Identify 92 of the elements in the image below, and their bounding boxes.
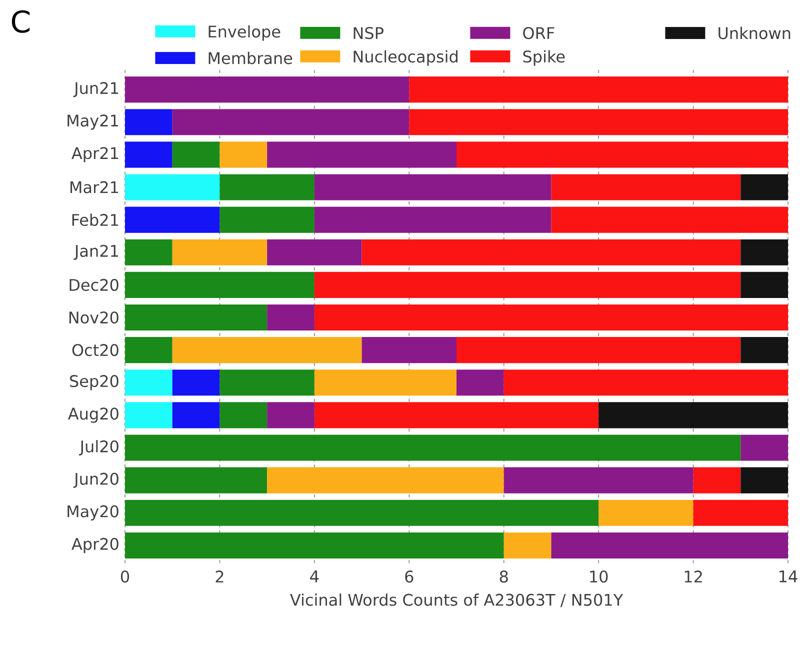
bar xyxy=(172,142,220,168)
bar xyxy=(267,304,314,331)
legend-label: NSP xyxy=(354,27,384,40)
bar xyxy=(740,467,788,494)
x-tick-label: 12 xyxy=(684,570,702,582)
legend-label: Unknown xyxy=(718,26,790,40)
bar xyxy=(314,206,552,233)
bar xyxy=(220,142,268,168)
bar xyxy=(362,239,741,266)
y-tick-label: Oct20 xyxy=(72,344,118,356)
bar xyxy=(456,142,788,168)
bar xyxy=(172,337,362,364)
y-tick-label: May21 xyxy=(68,114,118,130)
bar xyxy=(551,206,788,233)
bar xyxy=(220,370,314,396)
bar xyxy=(267,467,504,494)
bar xyxy=(504,370,788,396)
bar xyxy=(504,532,552,558)
bar xyxy=(172,239,268,266)
bar xyxy=(314,370,457,396)
x-tick-label: 14 xyxy=(780,570,798,582)
y-tick-label: Dec20 xyxy=(70,278,118,291)
bar xyxy=(598,500,694,526)
bar xyxy=(220,206,314,233)
legend-label: ORF xyxy=(523,27,554,40)
bar xyxy=(314,304,788,331)
legend-label: Spike xyxy=(523,50,565,66)
x-tick-label: 4 xyxy=(310,570,319,582)
y-tick-label: Jun20 xyxy=(73,472,118,488)
bar xyxy=(172,402,220,428)
y-tick-label: Apr20 xyxy=(72,538,118,554)
y-tick-label: Jan21 xyxy=(74,244,118,260)
bar xyxy=(504,467,694,494)
bar xyxy=(172,370,220,396)
bar xyxy=(456,370,504,396)
y-tick-label: Feb21 xyxy=(72,214,118,226)
bar xyxy=(551,532,788,558)
bar xyxy=(125,76,410,103)
y-tick-label: Aug20 xyxy=(68,408,118,423)
bar xyxy=(172,109,410,136)
bar xyxy=(220,174,314,200)
bar xyxy=(740,174,788,200)
bar xyxy=(314,272,741,298)
bar xyxy=(125,109,172,136)
y-tick-label: Jul20 xyxy=(78,440,118,456)
bar xyxy=(125,174,220,200)
bar xyxy=(125,304,268,331)
legend-label: Nucleocapsid xyxy=(354,50,458,66)
bar xyxy=(409,109,788,136)
bar xyxy=(267,402,314,428)
bar xyxy=(362,337,457,364)
x-tick-label: 6 xyxy=(405,570,414,583)
bar xyxy=(693,467,741,494)
bar xyxy=(125,500,599,526)
bar xyxy=(551,174,741,200)
bar xyxy=(314,174,552,200)
bar xyxy=(456,337,741,364)
bar xyxy=(409,76,788,103)
bar xyxy=(125,434,741,461)
chart-title: C xyxy=(12,10,30,33)
bar xyxy=(740,434,788,461)
bar xyxy=(125,142,172,168)
bar xyxy=(314,402,599,428)
bar xyxy=(267,142,457,168)
x-tick-label: 10 xyxy=(590,570,608,583)
bar xyxy=(125,532,504,558)
bar xyxy=(125,272,314,298)
x-tick-label: 8 xyxy=(500,570,508,583)
x-axis-title: Vicinal Words Counts of A23063T / N501Y xyxy=(290,594,624,608)
bar xyxy=(125,337,172,364)
bar xyxy=(125,467,268,494)
y-tick-label: Sep20 xyxy=(70,375,118,390)
bar xyxy=(125,239,172,266)
y-tick-label: Mar21 xyxy=(70,181,118,194)
bar xyxy=(740,337,788,364)
bar xyxy=(125,402,172,428)
x-tick-label: 0 xyxy=(120,570,130,583)
y-tick-label: May20 xyxy=(68,505,118,520)
bar xyxy=(125,206,220,233)
bar xyxy=(125,370,172,396)
bar xyxy=(267,239,362,266)
legend-label: Membrane xyxy=(208,52,292,64)
y-tick-label: Nov20 xyxy=(69,311,118,324)
legend-label: Envelope xyxy=(208,25,280,41)
bar xyxy=(740,239,788,266)
bar xyxy=(598,402,788,428)
y-tick-label: Apr21 xyxy=(72,147,118,162)
bar xyxy=(740,272,788,298)
bar xyxy=(693,500,788,526)
y-tick-label: Jun21 xyxy=(73,82,118,98)
x-tick-label: 2 xyxy=(216,570,224,582)
bar xyxy=(220,402,268,428)
